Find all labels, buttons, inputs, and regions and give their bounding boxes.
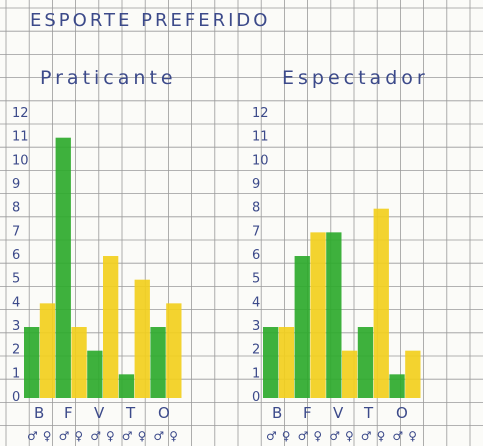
bar-f-male (55, 137, 71, 399)
category-label: B (34, 404, 44, 422)
sex-symbol-label: ♀ (74, 429, 83, 443)
category-label: F (303, 404, 312, 422)
y-tick-label: 6 (12, 248, 20, 263)
bar-o-female (405, 350, 421, 398)
y-tick-label: 2 (252, 343, 260, 358)
y-tick-label: 10 (12, 153, 29, 168)
sex-symbol-label: ♂ (27, 429, 38, 443)
page-title: ESPORTE PREFERIDO (30, 10, 270, 31)
sex-symbol-label: ♂ (329, 429, 340, 443)
category-label: V (333, 404, 344, 422)
bar-b-female (39, 303, 56, 398)
y-tick-label: 6 (252, 248, 260, 263)
sex-symbol-label: ♀ (43, 429, 52, 443)
category-label: V (94, 404, 105, 422)
y-tick-label: 1 (12, 366, 20, 381)
y-tick-label: 5 (12, 272, 20, 287)
y-tick-label: 7 (12, 224, 20, 239)
category-label: T (125, 404, 136, 422)
chart-title: Espectador (282, 67, 429, 89)
y-tick-label: 7 (252, 224, 260, 239)
y-tick-label: 5 (252, 272, 260, 287)
sex-symbol-label: ♀ (377, 429, 386, 443)
bar-f-male (294, 256, 310, 398)
sex-symbol-label: ♀ (408, 429, 417, 443)
bar-v-male (326, 232, 342, 398)
bar-f-female (71, 327, 87, 398)
sex-symbol-label: ♀ (282, 429, 291, 443)
bar-v-female (103, 256, 119, 398)
y-tick-label: 4 (12, 295, 20, 310)
y-tick-label: 11 (12, 130, 29, 145)
sex-symbol-label: ♀ (313, 429, 322, 443)
bar-v-male (87, 350, 103, 398)
y-tick-label: 2 (12, 343, 20, 358)
sex-symbol-label: ♀ (169, 429, 178, 443)
bar-v-female (342, 350, 358, 398)
bar-o-female (166, 303, 182, 398)
sex-symbol-label: ♂ (90, 429, 101, 443)
sex-symbol-label: ♂ (266, 429, 277, 443)
y-tick-label: 0 (252, 390, 260, 405)
sex-symbol-label: ♂ (122, 429, 133, 443)
y-tick-label: 3 (252, 319, 260, 334)
bar-b-male (263, 327, 279, 398)
sex-symbol-label: ♀ (138, 429, 147, 443)
category-label: T (363, 404, 374, 422)
y-tick-label: 1 (252, 366, 260, 381)
y-tick-label: 9 (252, 177, 260, 192)
bar-o-male (389, 374, 405, 398)
category-label: F (64, 404, 73, 422)
category-label: O (158, 404, 170, 422)
y-tick-label: 4 (252, 295, 260, 310)
y-tick-label: 10 (252, 153, 269, 168)
bar-b-male (24, 327, 40, 398)
bar-t-female (134, 279, 150, 398)
y-tick-label: 11 (252, 130, 269, 145)
bar-t-male (357, 327, 374, 398)
y-tick-label: 12 (252, 106, 269, 121)
sex-symbol-label: ♀ (345, 429, 354, 443)
category-label: O (396, 404, 408, 422)
bar-b-female (278, 327, 295, 398)
y-tick-label: 3 (12, 319, 20, 334)
sex-symbol-label: ♂ (153, 429, 164, 443)
bar-t-male (118, 374, 135, 398)
sex-symbol-label: ♂ (59, 429, 70, 443)
y-tick-label: 0 (12, 390, 20, 405)
bar-o-male (150, 327, 166, 398)
y-tick-label: 9 (12, 177, 20, 192)
y-tick-label: 12 (12, 106, 29, 121)
bar-f-female (310, 232, 326, 398)
y-tick-label: 8 (12, 201, 20, 216)
bar-t-female (373, 208, 389, 398)
y-tick-label: 8 (252, 201, 260, 216)
sex-symbol-label: ♂ (298, 429, 309, 443)
sex-symbol-label: ♀ (106, 429, 115, 443)
chart-title: Praticante (40, 67, 177, 89)
sex-symbol-label: ♂ (392, 429, 403, 443)
category-label: B (272, 404, 282, 422)
sex-symbol-label: ♂ (361, 429, 372, 443)
